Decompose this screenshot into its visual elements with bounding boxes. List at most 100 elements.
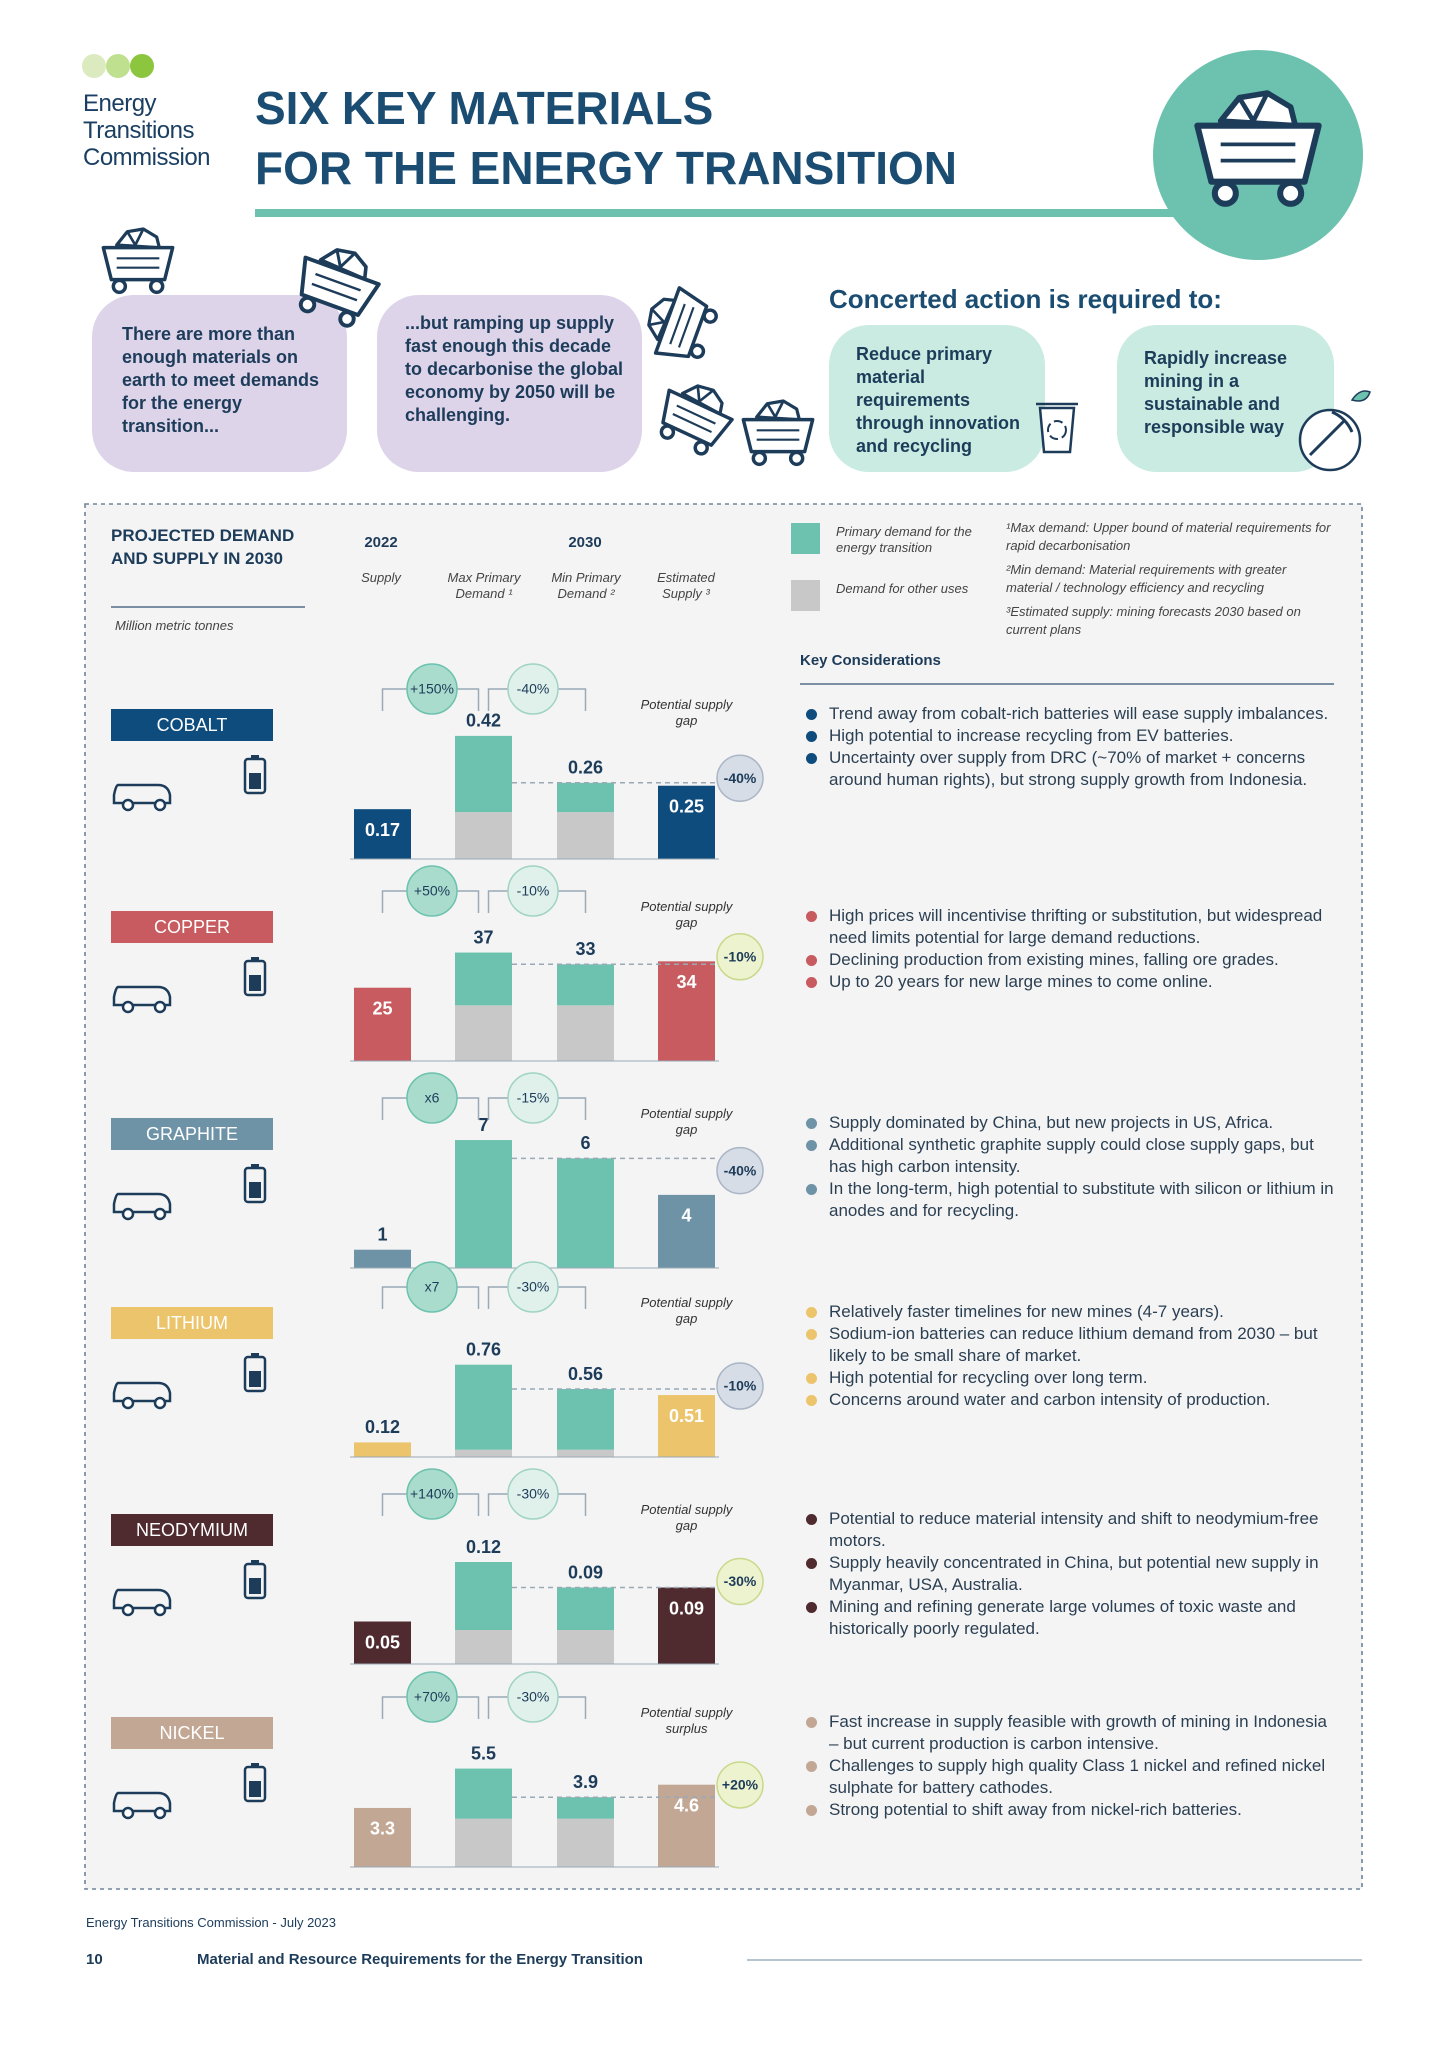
car-icon — [153, 1603, 167, 1617]
change-badge — [406, 1072, 458, 1124]
bar-other-demand — [455, 1630, 512, 1664]
cart-icon — [101, 227, 175, 295]
title-line: FOR THE ENERGY TRANSITION — [255, 142, 957, 194]
total-label: 0.09 — [568, 1562, 603, 1582]
consideration-text: Sodium-ion batteries can reduce lithium … — [829, 1324, 1318, 1365]
bar-supply-2022-label: 0.12 — [365, 1417, 400, 1437]
bar-other-demand — [455, 1449, 512, 1457]
material-label-box — [111, 911, 273, 943]
material-label-box — [111, 709, 273, 741]
change-label: -40% — [517, 681, 550, 697]
bar-estimated-supply — [658, 1194, 715, 1268]
consideration: High potential to increase recycling fro… — [806, 725, 1341, 747]
consideration-text: High potential to increase recycling fro… — [829, 726, 1234, 745]
consideration-text: Supply dominated by China, but new proje… — [829, 1113, 1274, 1132]
column-header: Estimated Supply ³ — [657, 570, 715, 601]
consideration: In the long-term, high potential to subs… — [806, 1178, 1341, 1222]
battery-icon — [249, 1182, 261, 1198]
bar-primary-demand — [557, 1797, 614, 1819]
bar-estimated-supply — [658, 785, 715, 859]
bar-other-demand — [455, 1005, 512, 1061]
consideration: Additional synthetic graphite supply cou… — [806, 1134, 1341, 1178]
gap-note: Potential supply gap — [640, 1106, 733, 1137]
logo-text: Energy Transitions Commission — [83, 90, 211, 171]
car-icon — [112, 1588, 172, 1610]
bar-primary-demand — [455, 1562, 512, 1630]
consideration: Strong potential to shift away from nick… — [806, 1799, 1341, 1821]
consideration-text: In the long-term, high potential to subs… — [829, 1179, 1334, 1220]
change-badge — [406, 663, 458, 715]
considerations: Supply dominated by China, but new proje… — [806, 1112, 1341, 1222]
bullet-dot — [806, 1761, 817, 1772]
material-label: NEODYMIUM — [136, 1520, 248, 1540]
material-label-box — [111, 1307, 273, 1339]
car-icon — [121, 1603, 135, 1617]
change-label: -10% — [517, 883, 550, 899]
bullet-dot — [806, 731, 817, 742]
change-badge — [406, 1671, 458, 1723]
bullet-dot — [806, 1184, 817, 1195]
bar-primary-demand — [455, 735, 512, 813]
gap-badge — [716, 1146, 764, 1195]
bin-icon — [1038, 406, 1076, 454]
consideration-text: Mining and refining generate large volum… — [829, 1597, 1296, 1638]
material-label: COPPER — [153, 917, 231, 937]
change-badge — [507, 1468, 559, 1520]
material-label-box — [111, 1514, 273, 1546]
material-label: GRAPHITE — [145, 1124, 238, 1144]
gap-badge — [716, 754, 764, 803]
battery-icon — [251, 1560, 259, 1564]
battery-icon — [249, 773, 261, 789]
bullet-dot — [806, 1140, 817, 1151]
consideration: High potential for recycling over long t… — [806, 1367, 1341, 1389]
footnote: ²Min demand: Material requirements with … — [1006, 562, 1287, 595]
column-header: Max Primary Demand ¹ — [447, 570, 521, 601]
bar-estimated-supply — [658, 1784, 715, 1867]
change-badge — [507, 1671, 559, 1723]
gap-badge — [716, 933, 764, 981]
consideration-text: Potential to reduce material intensity a… — [829, 1509, 1319, 1550]
bar-supply-2022-label: 25 — [372, 998, 392, 1018]
action-box — [1117, 325, 1334, 472]
change-badge — [507, 865, 559, 917]
car-icon — [112, 1381, 172, 1403]
consideration: Mining and refining generate large volum… — [806, 1596, 1341, 1640]
car-icon — [121, 1000, 135, 1014]
consideration-text: Relatively faster timelines for new mine… — [829, 1302, 1224, 1321]
change-label: x6 — [425, 1090, 440, 1106]
change-badge — [406, 1468, 458, 1520]
consideration: Challenges to supply high quality Class … — [806, 1755, 1341, 1799]
bar-other-demand — [557, 1630, 614, 1664]
bullet-dot — [806, 1373, 817, 1384]
bar-other-demand — [557, 1449, 614, 1457]
legend-label: Demand for other uses — [836, 581, 969, 596]
change-label: x7 — [425, 1279, 440, 1295]
bar-supply-2022 — [354, 1249, 411, 1268]
material-label-box — [111, 1717, 273, 1749]
gap-badge — [716, 1761, 764, 1809]
cart-icon — [741, 399, 815, 467]
change-badge — [406, 1261, 458, 1313]
bar-supply-2022-label: 3.3 — [370, 1819, 395, 1839]
car-icon — [112, 1192, 172, 1214]
change-badge — [406, 865, 458, 917]
car-icon — [112, 1791, 172, 1813]
bullet-dot — [806, 1329, 817, 1340]
car-icon — [121, 1806, 135, 1820]
change-badge — [507, 663, 559, 715]
battery-icon — [251, 1164, 259, 1168]
consideration-text: Declining production from existing mines… — [829, 950, 1279, 969]
cart-icon — [636, 279, 724, 371]
consideration-text: High prices will incentivise thrifting o… — [829, 906, 1323, 947]
material-label-box — [111, 1118, 273, 1150]
page-number: 10 — [86, 1951, 103, 1968]
panel-frame — [84, 503, 1363, 1890]
statement: There are more than enough materials on … — [122, 324, 320, 436]
consideration-text: Concerns around water and carbon intensi… — [829, 1390, 1271, 1409]
change-label: -30% — [517, 1486, 550, 1502]
battery-icon — [249, 1371, 261, 1387]
column-header: Supply — [361, 570, 401, 585]
title-rule — [255, 209, 1185, 217]
battery-icon — [251, 1353, 259, 1357]
